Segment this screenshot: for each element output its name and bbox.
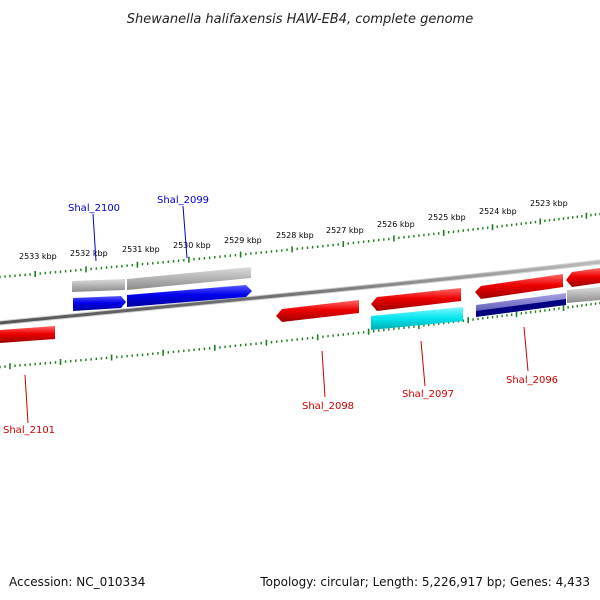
genome-summary-text: Topology: circular; Length: 5,226,917 bp… [259, 575, 590, 589]
scale-label-2529: 2529 kbp [224, 236, 262, 245]
reverse-strand-genes [0, 268, 600, 343]
gene-shal-2096-purple[interactable] [476, 293, 566, 312]
scale-label-2532: 2532 kbp [70, 249, 108, 258]
gene-labels: Shal_2100 Shal_2099 Shal_2098 Shal_2097 … [3, 195, 558, 436]
gene-shal-2099[interactable] [127, 285, 252, 307]
gene-label-shal-2099[interactable]: Shal_2099 [157, 195, 209, 206]
scale-labels: 2533 kbp 2532 kbp 2531 kbp 2530 kbp 2529… [19, 199, 568, 261]
accession-text: Accession: NC_010334 [9, 575, 145, 589]
gene-shal-2097-highlight[interactable] [371, 307, 463, 330]
gene-label-shal-2097[interactable]: Shal_2097 [402, 389, 454, 400]
scale-label-2523: 2523 kbp [530, 199, 568, 208]
scale-label-2533: 2533 kbp [19, 252, 57, 261]
scale-label-2527: 2527 kbp [326, 226, 364, 235]
gene-label-shal-2100[interactable]: Shal_2100 [68, 203, 120, 214]
inner-scale-ticks [0, 301, 600, 370]
gene-shal-2098[interactable] [276, 300, 359, 322]
scale-label-2526: 2526 kbp [377, 220, 415, 229]
leader-shal-2101 [24, 374, 29, 424]
scale-label-2524: 2524 kbp [479, 207, 517, 216]
grey-gene-wide[interactable] [127, 267, 251, 290]
scale-label-2530: 2530 kbp [173, 241, 211, 250]
genome-backbone-core [0, 260, 600, 325]
leader-shal-2099 [182, 205, 188, 259]
gene-shal-2096-navy[interactable] [476, 299, 566, 317]
gene-label-leaders [24, 205, 529, 424]
grey-gene-left[interactable] [72, 279, 125, 292]
gene-shal-2097[interactable] [371, 288, 461, 311]
forward-strand-genes [72, 267, 600, 311]
scale-label-2525: 2525 kbp [428, 213, 466, 222]
leader-shal-2098 [321, 350, 326, 398]
scale-label-2531: 2531 kbp [122, 245, 160, 254]
leader-shal-2096 [523, 326, 529, 372]
grey-gene-right[interactable] [567, 287, 600, 303]
scale-label-2528: 2528 kbp [276, 231, 314, 240]
gene-label-shal-2101[interactable]: Shal_2101 [3, 425, 55, 436]
gene-red-right-edge[interactable] [566, 268, 600, 287]
outer-scale-ticks [0, 212, 600, 279]
leader-shal-2097 [420, 340, 426, 387]
gene-shal-2101[interactable] [0, 326, 55, 343]
map-title: Shewanella halifaxensis HAW-EB4, complet… [127, 12, 473, 27]
gene-shal-2100[interactable] [73, 296, 126, 311]
gene-label-shal-2098[interactable]: Shal_2098 [302, 401, 354, 412]
gene-shal-2096[interactable] [475, 274, 563, 299]
gene-label-shal-2096[interactable]: Shal_2096 [506, 375, 558, 386]
leader-shal-2100 [92, 213, 97, 262]
